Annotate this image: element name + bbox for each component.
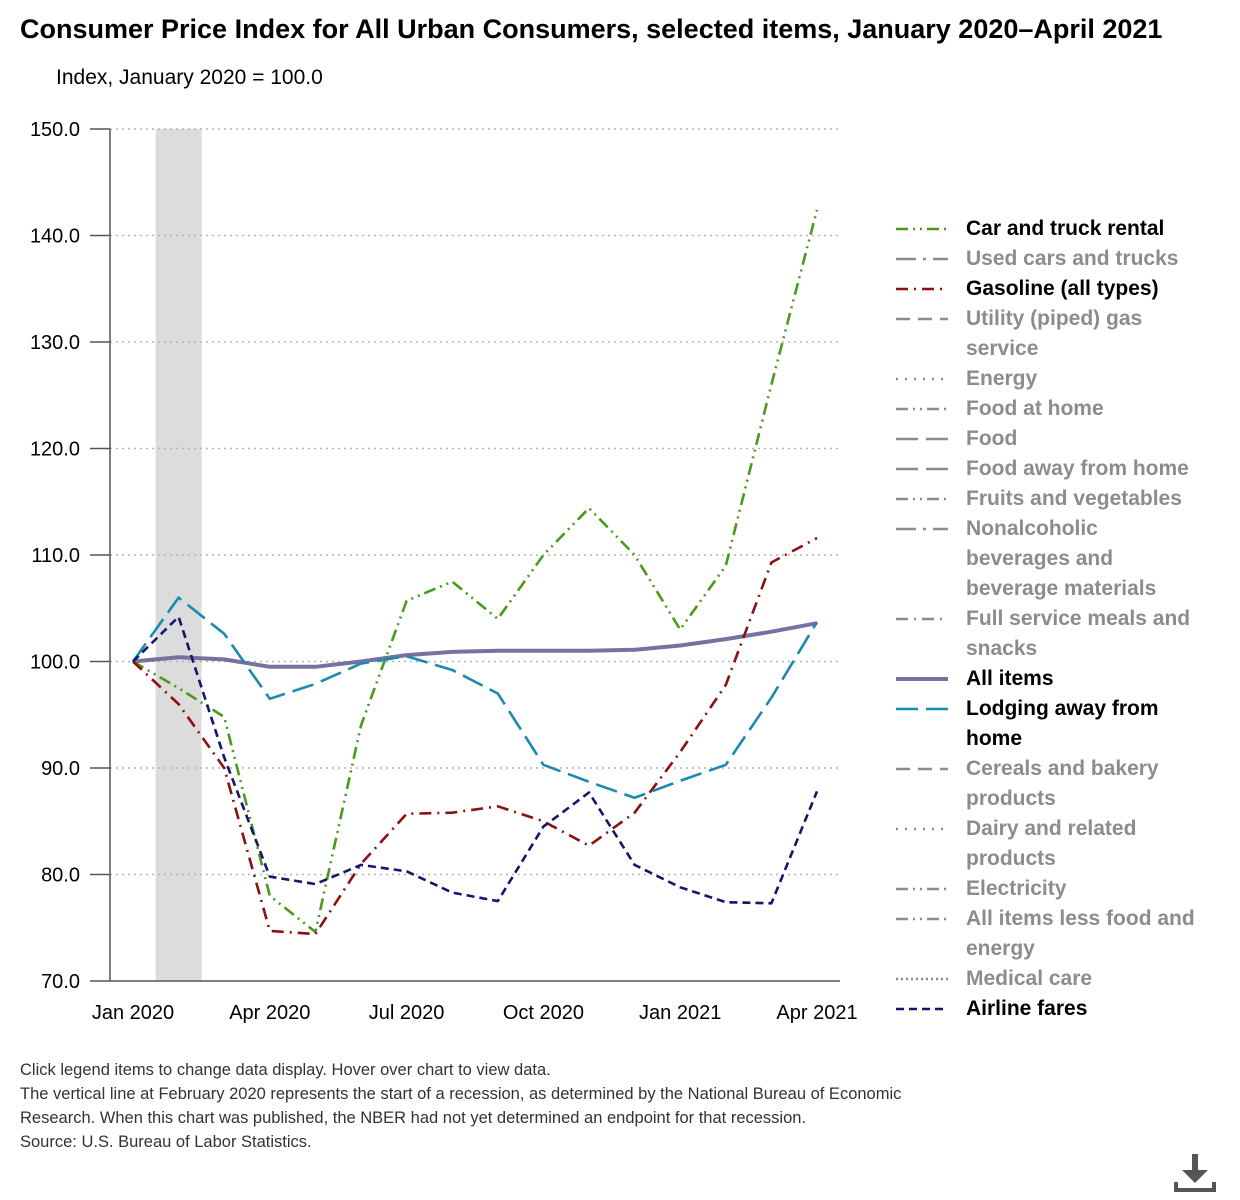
legend-item-dairy-and-related-products[interactable]: Dairy and related products	[892, 814, 1232, 874]
legend-label: Food away from home	[966, 457, 1189, 480]
legend-swatch	[896, 767, 948, 771]
legend-item-gasoline-all-types[interactable]: Gasoline (all types)	[892, 274, 1232, 304]
legend-item-food-away-from-home[interactable]: Food away from home	[892, 454, 1232, 484]
legend-item-full-service-meals-and-snacks[interactable]: Full service meals and snacks	[892, 604, 1232, 664]
legend-swatch	[896, 317, 948, 321]
download-icon[interactable]	[1172, 1150, 1218, 1196]
legend-item-used-cars-and-trucks[interactable]: Used cars and trucks	[892, 244, 1232, 274]
chart-area[interactable]: 70.0 80.0 90.0 100.0 110.0 120.0 130.0 140.0 150…	[0, 0, 1240, 1040]
note-source: Source: U.S. Bureau of Labor Statistics.	[20, 1133, 312, 1151]
legend-item-airline-fares[interactable]: Airline fares	[892, 994, 1232, 1024]
legend-item-energy[interactable]: Energy	[892, 364, 1232, 394]
legend-label: Food	[966, 427, 1018, 450]
legend-label: Energy	[966, 367, 1038, 390]
legend-label: Airline fares	[966, 997, 1088, 1020]
legend-swatch	[896, 257, 948, 261]
legend-label: Utility (piped) gas service	[966, 307, 1143, 360]
x-tick-label: Apr 2020	[229, 1002, 310, 1024]
y-tick-label: 80.0	[41, 865, 80, 887]
y-tick-label: 120.0	[30, 439, 80, 461]
series-line-lodging-away-from-home[interactable]	[131, 596, 819, 800]
series-line-airline-fares[interactable]	[132, 615, 819, 905]
legend-label: Food at home	[966, 397, 1104, 420]
x-tick-label: Jan 2021	[639, 1002, 721, 1024]
legend-swatch	[896, 497, 948, 501]
legend-swatch	[896, 917, 948, 921]
legend-label: Lodging away from home	[966, 697, 1159, 750]
legend-swatch	[896, 1007, 948, 1011]
legend-label: Medical care	[966, 967, 1093, 990]
legend-item-fruits-and-vegetables[interactable]: Fruits and vegetables	[892, 484, 1232, 514]
y-tick-label: 110.0	[31, 545, 80, 567]
legend-label: Cereals and bakery products	[966, 757, 1159, 810]
y-axis-ticks: 70.0 80.0 90.0 100.0 110.0 120.0 130.0 140.0 150…	[30, 119, 110, 993]
note-instructions: Click legend items to change data displa…	[20, 1061, 551, 1079]
legend-item-all-items[interactable]: All items	[892, 664, 1232, 694]
x-tick-label: Oct 2020	[503, 1002, 584, 1024]
legend-item-utility-piped-gas-service[interactable]: Utility (piped) gas service	[892, 304, 1232, 364]
y-tick-label: 100.0	[30, 652, 80, 674]
legend-swatch	[896, 827, 948, 831]
legend-label: Used cars and trucks	[966, 247, 1179, 270]
legend-swatch	[896, 377, 948, 381]
legend-label: Full service meals and snacks	[966, 607, 1191, 660]
legend-item-car-and-truck-rental[interactable]: Car and truck rental	[892, 214, 1232, 244]
legend-swatch	[896, 707, 948, 711]
legend-swatch	[896, 527, 948, 531]
chart-notes: Click legend items to change data displa…	[20, 1058, 960, 1154]
legend-item-nonalcoholic-beverages-and-beverage-materials[interactable]: Nonalcoholic beverages and beverage mate…	[892, 514, 1232, 604]
y-tick-label: 70.0	[41, 971, 80, 993]
legend-item-all-items-less-food-and-energy[interactable]: All items less food and energy	[892, 904, 1232, 964]
legend-label: Car and truck rental	[966, 217, 1165, 240]
legend-item-medical-care[interactable]: Medical care	[892, 964, 1232, 994]
legend-swatch	[896, 227, 948, 231]
x-axis-ticks: Jan 2020 Apr 2020 Jul 2020 Oct 2020 Jan 2021…	[92, 1002, 858, 1024]
note-recession: The vertical line at February 2020 repre…	[20, 1085, 902, 1127]
legend: Car and truck rental Used cars and trucks…	[892, 214, 1232, 1024]
legend-label: Electricity	[966, 877, 1067, 900]
legend-item-electricity[interactable]: Electricity	[892, 874, 1232, 904]
legend-swatch	[896, 467, 948, 471]
y-tick-label: 140.0	[30, 226, 80, 248]
legend-label: Dairy and related products	[966, 817, 1137, 870]
chart-title: Consumer Price Index for All Urban Consu…	[20, 14, 1163, 44]
legend-swatch	[896, 437, 948, 441]
legend-swatch	[896, 977, 948, 981]
legend-swatch	[896, 407, 948, 411]
y-tick-label: 150.0	[30, 119, 80, 141]
x-tick-label: Jan 2020	[92, 1002, 174, 1024]
legend-item-food-at-home[interactable]: Food at home	[892, 394, 1232, 424]
legend-item-cereals-and-bakery-products[interactable]: Cereals and bakery products	[892, 754, 1232, 814]
legend-swatch	[896, 617, 948, 621]
legend-label: All items less food and energy	[966, 907, 1195, 960]
legend-swatch	[896, 287, 948, 291]
legend-label: Nonalcoholic beverages and beverage mate…	[966, 517, 1157, 600]
legend-label: All items	[966, 667, 1054, 690]
legend-label: Gasoline (all types)	[966, 277, 1159, 300]
recession-shading	[155, 129, 202, 981]
series-line-all-items[interactable]	[132, 621, 818, 669]
legend-item-food[interactable]: Food	[892, 424, 1232, 454]
legend-swatch	[896, 677, 948, 681]
y-tick-label: 90.0	[41, 758, 80, 780]
legend-swatch	[896, 887, 948, 891]
series-lines	[131, 209, 819, 936]
legend-item-lodging-away-from-home[interactable]: Lodging away from home	[892, 694, 1232, 754]
y-axis-label: Index, January 2020 = 100.0	[56, 66, 323, 89]
legend-label: Fruits and vegetables	[966, 487, 1182, 510]
series-line-car-and-truck-rental[interactable]	[132, 209, 819, 934]
y-tick-label: 130.0	[30, 332, 80, 354]
x-tick-label: Apr 2021	[776, 1002, 857, 1024]
x-tick-label: Jul 2020	[369, 1002, 445, 1024]
series-line-gasoline-all-types[interactable]	[132, 536, 818, 936]
